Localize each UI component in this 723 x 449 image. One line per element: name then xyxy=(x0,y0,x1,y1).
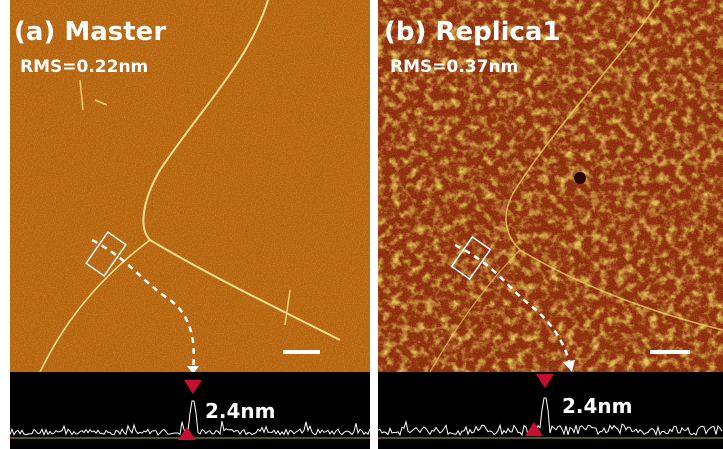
panel-title: (b) Replica1 xyxy=(384,17,561,47)
rms-label: RMS=0.22nm xyxy=(20,57,148,77)
rms-label: RMS=0.37nm xyxy=(390,57,518,77)
profile-panel xyxy=(378,372,723,449)
afm-image-replica xyxy=(378,0,723,372)
panel-title: (a) Master xyxy=(14,17,166,47)
figure: (a) Master RMS=0.22nm 2.4nm (b) Replica1… xyxy=(0,0,723,449)
afm-image-master xyxy=(10,0,370,372)
height-label: 2.4nm xyxy=(205,399,276,423)
height-label: 2.4nm xyxy=(562,394,633,418)
